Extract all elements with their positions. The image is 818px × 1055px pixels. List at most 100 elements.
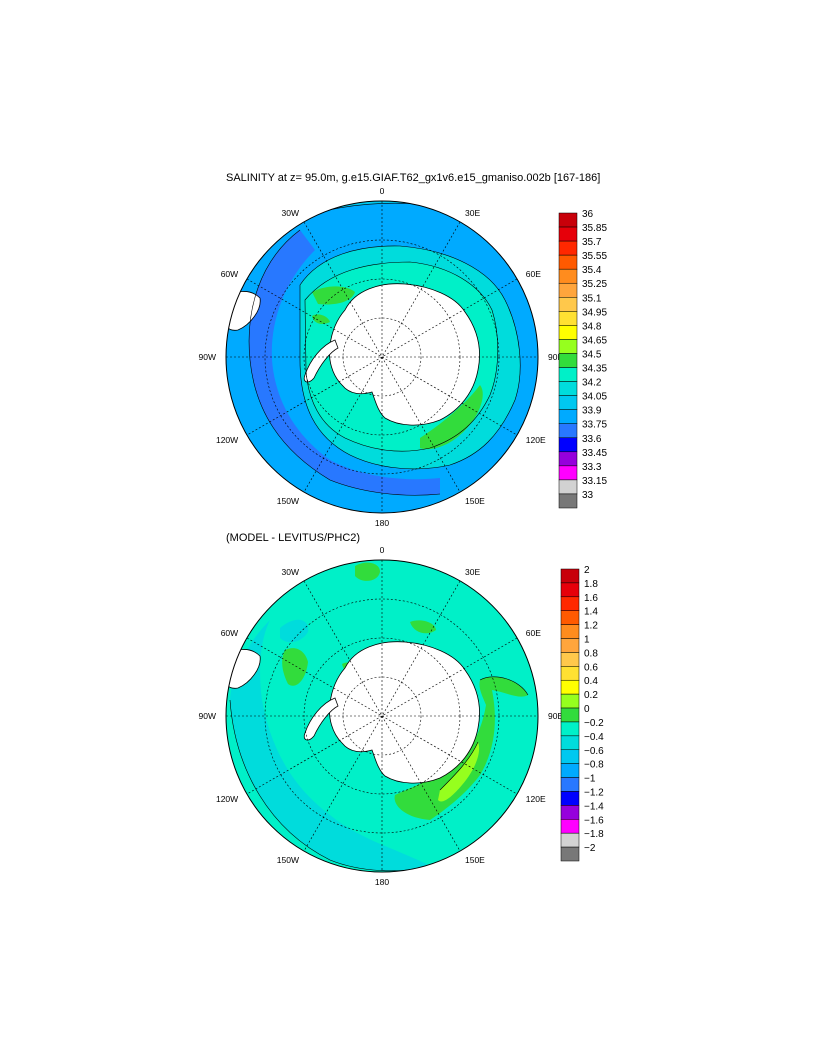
bottom-longitude-labels: 0 30E 60E 90E 120E 150E 180 150W 120W 90W 60W 30W [199, 545, 564, 887]
colorbar-swatch [558, 254, 578, 270]
colorbar-swatch [560, 568, 580, 584]
bottom-positive-patch-east [410, 620, 436, 634]
colorbar-label: −0.6 [584, 746, 604, 757]
colorbar-swatch [560, 832, 580, 848]
lon-label-150w: 150W [277, 496, 299, 506]
bottom-antarctica [329, 641, 480, 784]
lon-label-60w: 60W [221, 269, 238, 279]
bottom-positive-patch-north [355, 562, 380, 581]
colorbar-swatch [560, 596, 580, 611]
lon-label-0: 0 [380, 186, 385, 196]
colorbar-label: −1.2 [584, 787, 604, 798]
colorbar-label: 33.75 [582, 420, 607, 431]
top-longitude-labels: 0 30E 60E 90E 120E 150E 180 150W 120W 90W 60W 30W [199, 186, 564, 528]
lon-label-120w: 120W [216, 435, 238, 445]
colorbar-label: 33.6 [582, 434, 602, 445]
colorbar-swatch [560, 679, 580, 695]
lon-label-150w: 150W [277, 855, 299, 865]
colorbar-label: 33.3 [582, 462, 602, 473]
lon-label-90e: 90E [548, 352, 563, 362]
colorbar-swatch [558, 282, 578, 298]
lon-label-60w: 60W [221, 628, 238, 638]
colorbar-swatch [558, 437, 578, 453]
colorbar-label: 2 [584, 565, 590, 576]
bottom-contour-lines [229, 676, 529, 872]
bottom-map-border [225, 559, 539, 873]
colorbar-swatch [560, 777, 580, 792]
lon-label-90e: 90E [548, 711, 563, 721]
colorbar-label: 0.8 [584, 648, 598, 659]
colorbar-label: 34.65 [582, 335, 607, 346]
colorbar-label: 1.4 [584, 607, 598, 618]
colorbar-swatch [560, 846, 580, 862]
colorbar-swatch [558, 409, 578, 424]
bottom-negative-region [230, 620, 430, 871]
top-low-salinity-band [249, 230, 440, 496]
colorbar-swatch [560, 805, 580, 820]
colorbar-swatch [558, 479, 578, 495]
bottom-antarctic-peninsula [303, 697, 339, 741]
colorbar-label: 35.55 [582, 251, 607, 262]
lon-label-60e: 60E [526, 628, 541, 638]
colorbar-swatch [558, 339, 578, 354]
colorbar-swatch [560, 763, 580, 778]
colorbar-swatch [558, 353, 578, 368]
top-map-border [225, 200, 539, 514]
lon-label-120w: 120W [216, 794, 238, 804]
colorbar-swatch [558, 493, 578, 509]
lon-label-0: 0 [380, 545, 385, 555]
colorbar-swatch [560, 638, 580, 653]
lon-label-30e: 30E [465, 567, 480, 577]
colorbar-label: 35.85 [582, 223, 607, 234]
colorbar-label: 0.2 [584, 690, 598, 701]
colorbar-swatch [560, 749, 580, 764]
colorbar-label: 34.2 [582, 378, 602, 389]
colorbar-label: −0.8 [584, 760, 604, 771]
colorbar-label: 33.9 [582, 406, 602, 417]
colorbar-swatch [558, 381, 578, 396]
colorbar-label: 1.8 [584, 579, 598, 590]
colorbar-label: −1 [584, 774, 596, 785]
colorbar-label: 33 [582, 490, 594, 501]
bottom-positive-patch-peninsula [282, 648, 308, 686]
colorbar-label: 33.45 [582, 448, 607, 459]
bottom-polar-map: 0 30E 60E 90E 120E 150E 180 150W 120W 90W 60W 30W 2… [199, 545, 605, 887]
colorbar-swatch [560, 721, 580, 737]
top-graticule [226, 201, 538, 513]
colorbar-swatch [560, 735, 580, 751]
bottom-graticule [226, 560, 538, 872]
lon-label-60e: 60E [526, 269, 541, 279]
colorbar-label: 35.1 [582, 293, 602, 304]
lon-label-150e: 150E [465, 496, 485, 506]
colorbar-swatch [558, 268, 578, 284]
colorbar-label: 34.35 [582, 364, 607, 375]
top-weddell-patch [312, 286, 355, 305]
colorbar-label: 1 [584, 635, 590, 646]
colorbar-swatch [560, 666, 580, 681]
colorbar-label: 1.6 [584, 593, 598, 604]
colorbar-swatch [560, 624, 580, 639]
colorbar-swatch [558, 395, 578, 410]
top-polar-map: 0 30E 60E 90E 120E 150E 180 150W 120W 90W 60W 30W 3… [199, 186, 608, 528]
colorbar-label: −0.2 [584, 718, 604, 729]
top-ross-patch [420, 385, 483, 450]
colorbar-label: 34.5 [582, 349, 602, 360]
top-map-title: SALINITY at z= 95.0m, g.e15.GIAF.T62_gx1… [226, 172, 601, 184]
colorbar-label: 34.95 [582, 307, 607, 318]
colorbar-swatch [560, 693, 580, 709]
lon-label-30w: 30W [282, 567, 299, 577]
lon-label-120e: 120E [526, 794, 546, 804]
colorbar-swatch [558, 451, 578, 467]
colorbar-label: 1.2 [584, 621, 598, 632]
colorbar-label: 34.8 [582, 321, 602, 332]
colorbar-label: −1.8 [584, 829, 604, 840]
top-small-patch [312, 314, 330, 324]
colorbar-label: −1.6 [584, 815, 604, 826]
colorbar-label: 35.4 [582, 265, 602, 276]
top-colorbar: 36 35.85 35.7 35.55 35.4 35.25 35.1 34.95 34.8 34… [558, 209, 607, 509]
colorbar-swatch [558, 212, 578, 228]
top-antarctic-peninsula [303, 339, 339, 383]
colorbar-swatch [558, 240, 578, 256]
colorbar-swatch [558, 465, 578, 481]
